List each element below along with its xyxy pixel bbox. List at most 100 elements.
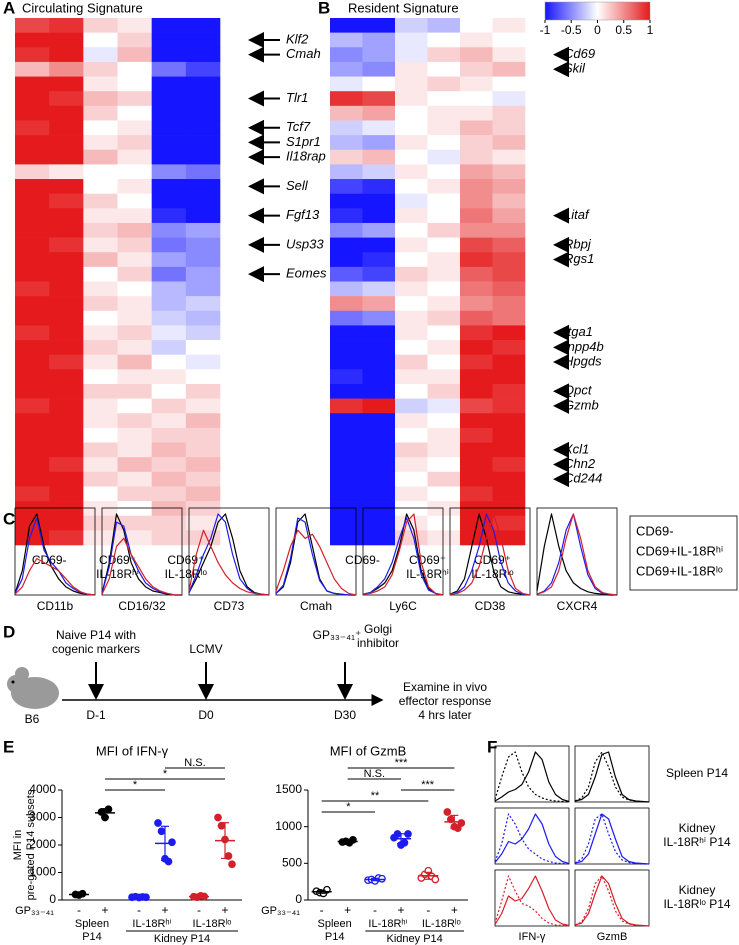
- heatmap-cell: [460, 61, 493, 77]
- heatmap-cell: [460, 501, 493, 517]
- heatmap-cell: [15, 266, 50, 282]
- heatmap-cell: [427, 457, 461, 473]
- heatmap-cell: [117, 383, 152, 399]
- heatmap-cell: [427, 266, 461, 282]
- heatmap-cell: [427, 427, 461, 443]
- heatmap-cell: [395, 354, 428, 370]
- heatmap-cell: [492, 47, 526, 63]
- heatmap-cell: [185, 369, 221, 385]
- histogram-curve: [101, 513, 182, 596]
- y-tick-label: 0: [49, 892, 56, 906]
- heatmap-cell: [117, 149, 152, 165]
- marker-label: Ly6C: [389, 599, 417, 613]
- heatmap-cell: [151, 354, 187, 370]
- heatmap-cell: [362, 179, 396, 194]
- x-tick-label: -: [137, 903, 141, 917]
- data-point: [457, 819, 466, 827]
- heatmap-cell: [330, 530, 363, 546]
- heatmap-cell: [492, 398, 526, 414]
- heatmap-cell: [492, 91, 526, 107]
- significance-label: ***: [395, 757, 409, 769]
- histogram-curve: [101, 537, 182, 596]
- heatmap-cell: [492, 486, 526, 502]
- histogram-curve: [188, 513, 270, 596]
- histogram-curve: [362, 513, 444, 596]
- heatmap-cell: [492, 61, 526, 77]
- heatmap-cell: [83, 515, 118, 531]
- gene-label: Skil: [564, 61, 586, 76]
- heatmap-cell: [427, 32, 461, 48]
- heatmap-cell: [330, 325, 363, 341]
- heatmap-cell: [492, 340, 526, 355]
- heatmap-cell: [492, 120, 526, 136]
- heatmap-cell: [15, 208, 50, 224]
- heatmap-cell: [362, 76, 396, 92]
- heatmap-cell: [83, 120, 118, 136]
- heatmap-cell: [330, 237, 363, 253]
- heatmap-cell: [83, 237, 118, 253]
- histogram-curve: [362, 517, 444, 596]
- row-label: Kidney: [679, 821, 716, 835]
- data-point: [443, 808, 452, 816]
- data-point: [214, 813, 222, 822]
- heatmap-cell: [395, 501, 428, 517]
- heatmap-cell: [151, 310, 187, 326]
- subset-label: Spleen: [318, 918, 352, 930]
- gene-label: Inpp4b: [564, 339, 604, 354]
- heatmap-cell: [15, 135, 50, 151]
- heatmap-cell: [362, 32, 396, 48]
- marker-label: CD16/32: [118, 599, 166, 613]
- heatmap-cell: [330, 266, 363, 282]
- heatmap-cell: [330, 193, 363, 209]
- heatmap-cell: [49, 105, 84, 121]
- x-tick-label: +: [221, 903, 228, 917]
- heatmap-cell: [427, 471, 461, 487]
- heatmap-cell: [185, 413, 221, 429]
- heatmap-cell: [49, 442, 84, 458]
- x-tick-label: +: [101, 903, 108, 917]
- heatmap-cell: [117, 222, 152, 238]
- heatmap-cell: [362, 91, 396, 107]
- y-axis-label: MFI in: [12, 830, 24, 861]
- heatmap-cell: [15, 369, 50, 385]
- heatmap-cell: [49, 325, 84, 341]
- heatmap-cell: [117, 61, 152, 77]
- heatmap-cell: [49, 193, 84, 209]
- histogram-curve-stimulated: [574, 875, 650, 927]
- heatmap-cell: [117, 369, 152, 385]
- panel-label: C: [3, 509, 15, 528]
- histogram-curve: [275, 529, 357, 596]
- heatmap-cell: [395, 193, 428, 209]
- step-day: D-1: [86, 708, 106, 722]
- heatmap-cell: [49, 76, 84, 92]
- heatmap-cell: [83, 61, 118, 77]
- heatmap-cell: [151, 149, 187, 165]
- heatmap-cell: [460, 325, 493, 341]
- heatmap-cell: [49, 135, 84, 151]
- histogram-frame: [574, 807, 650, 865]
- heatmap-cell: [330, 457, 363, 473]
- panel-label: F: [487, 737, 497, 756]
- heatmap-cell: [117, 398, 152, 414]
- gene-label: Cd244: [564, 471, 602, 486]
- heatmap-cell: [427, 120, 461, 136]
- heatmap-cell: [83, 457, 118, 473]
- heatmap-cell: [460, 120, 493, 136]
- heatmap-cell: [15, 120, 50, 136]
- heatmap-cell: [395, 296, 428, 312]
- panel-label: B: [318, 0, 330, 17]
- gene-label: Itga1: [564, 324, 593, 339]
- column-group-label: CD69-: [345, 553, 380, 567]
- heatmap-cell: [15, 471, 50, 487]
- y-tick-label: 1000: [29, 865, 56, 879]
- data-point: [154, 819, 162, 827]
- panel-label: D: [3, 622, 15, 641]
- heatmap-cell: [427, 237, 461, 253]
- heatmap-cell: [151, 383, 187, 399]
- heatmap-cell: [460, 457, 493, 473]
- heatmap-cell: [151, 47, 187, 63]
- heatmap-cell: [427, 135, 461, 151]
- heatmap-cell: [185, 135, 221, 151]
- column-group-label: CD69⁺: [99, 553, 136, 567]
